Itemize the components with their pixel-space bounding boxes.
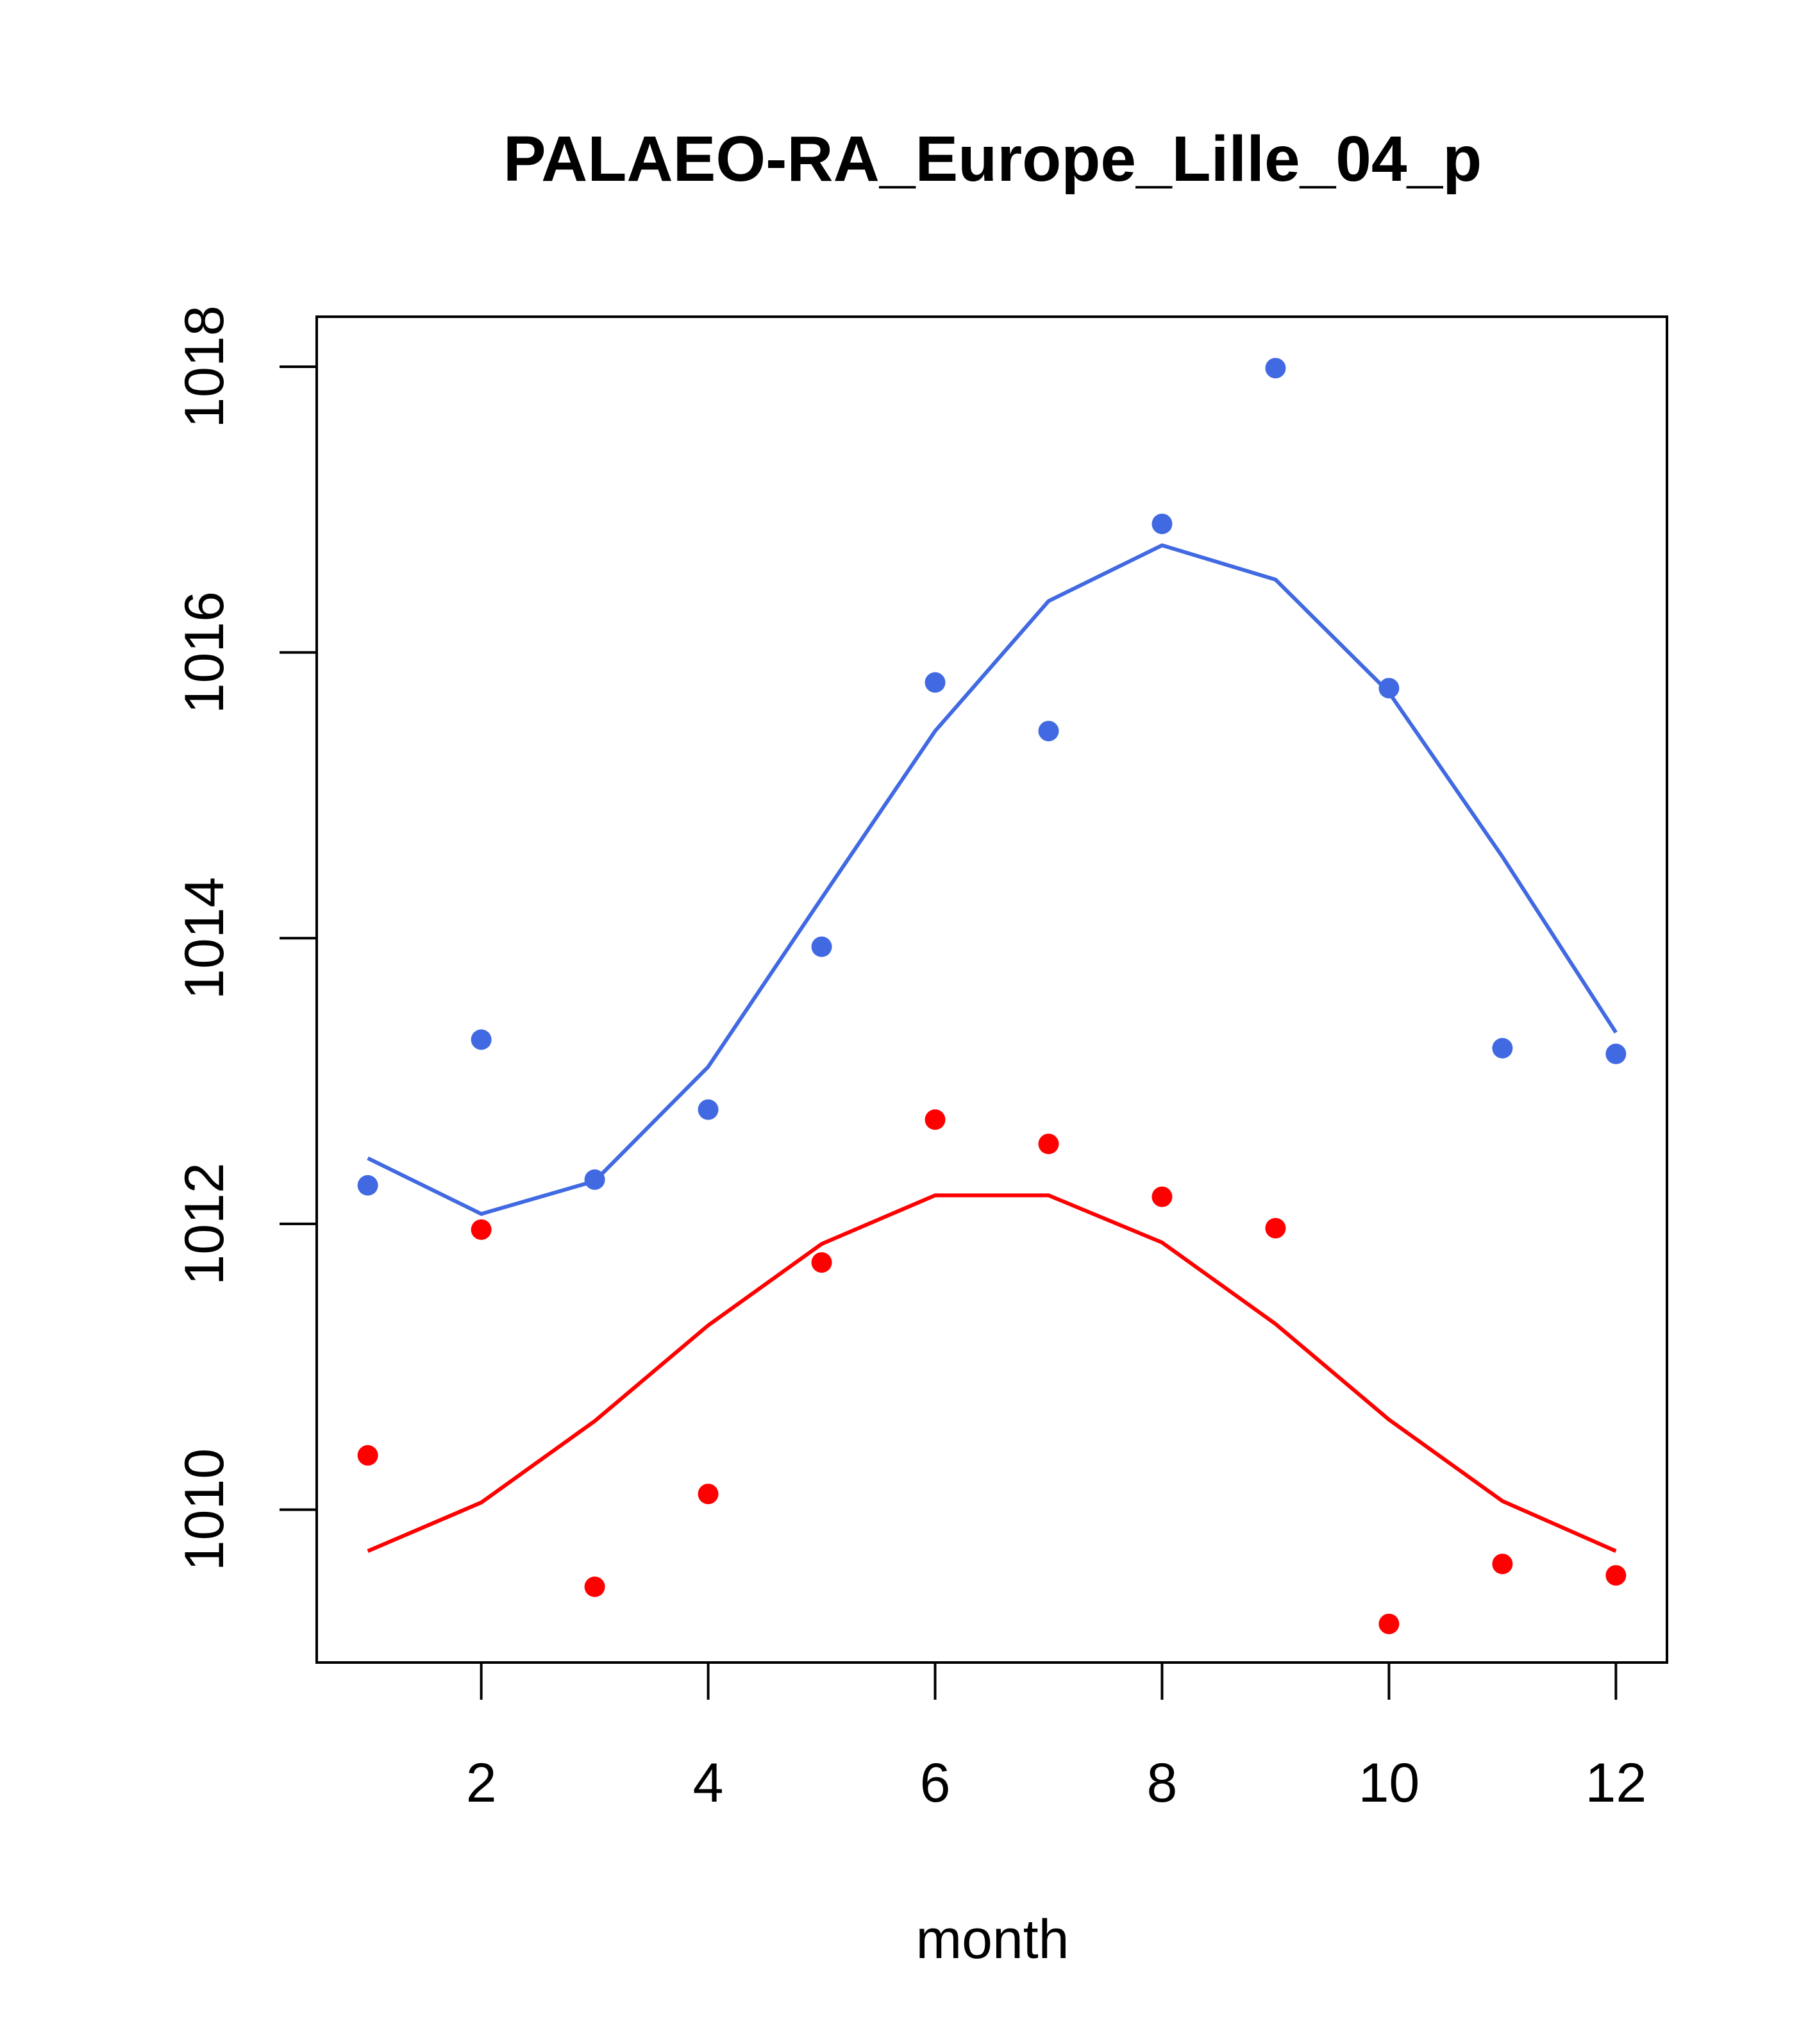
- y-tick-label: 1014: [174, 877, 235, 1000]
- red-point: [1151, 1186, 1173, 1207]
- blue-point: [1151, 514, 1173, 535]
- red-point: [1605, 1565, 1627, 1586]
- x-axis: 2 4 6 8 10 12: [466, 1661, 1647, 1814]
- red-point: [1378, 1613, 1400, 1634]
- x-tick-label: 2: [466, 1752, 497, 1814]
- y-tick-label: 1016: [174, 591, 235, 714]
- red-points: [357, 1109, 1627, 1634]
- red-point: [1038, 1134, 1059, 1155]
- red-point: [357, 1445, 378, 1466]
- y-tick-label: 1012: [174, 1162, 235, 1285]
- x-tick-label: 12: [1586, 1752, 1647, 1814]
- blue-point: [1378, 678, 1400, 699]
- y-tick-label: 1010: [174, 1448, 235, 1571]
- y-axis: 1010 1012 1014 1016 1018: [174, 305, 318, 1571]
- red-point: [1492, 1554, 1513, 1575]
- blue-point: [811, 936, 832, 957]
- blue-points: [357, 358, 1627, 1196]
- series-layer: [357, 358, 1627, 1634]
- red-point: [925, 1109, 946, 1130]
- x-tick-label: 4: [693, 1752, 724, 1814]
- chart-title: PALAEO-RA_Europe_Lille_04_p: [503, 123, 1482, 195]
- blue-point: [1605, 1043, 1627, 1064]
- y-tick-label: 1018: [174, 305, 235, 428]
- x-tick-label: 10: [1359, 1752, 1420, 1814]
- blue-point: [1265, 358, 1286, 379]
- blue-point: [925, 672, 946, 693]
- x-tick-label: 6: [920, 1752, 951, 1814]
- blue-point: [471, 1029, 492, 1050]
- red-line: [367, 1193, 1617, 1553]
- blue-point: [1492, 1037, 1513, 1059]
- blue-point: [698, 1099, 719, 1120]
- x-axis-label: month: [916, 1909, 1069, 1970]
- red-point: [471, 1219, 492, 1240]
- blue-line: [367, 543, 1618, 1216]
- blue-point: [1038, 721, 1059, 742]
- x-tick-label: 8: [1147, 1752, 1178, 1814]
- red-point: [698, 1484, 719, 1505]
- red-point: [1265, 1218, 1286, 1239]
- red-point: [584, 1576, 605, 1597]
- red-point: [811, 1252, 832, 1273]
- blue-point: [357, 1175, 378, 1196]
